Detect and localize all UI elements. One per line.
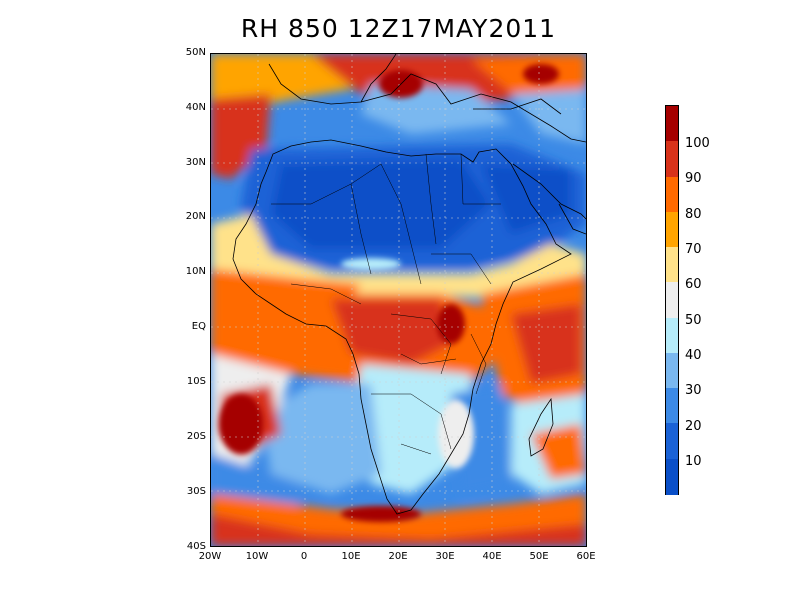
- lat-tick-label: 30N: [185, 157, 206, 168]
- colorbar-segment: [666, 211, 678, 248]
- country-borders: [271, 153, 501, 455]
- colorbar-segment: [666, 388, 678, 425]
- coastlines: [232, 54, 586, 515]
- lon-tick-label: 60E: [576, 551, 596, 562]
- colorbar-label: 20: [685, 419, 702, 434]
- lat-tick-label: 30S: [186, 486, 206, 497]
- lat-tick-label: 40N: [185, 102, 206, 113]
- colorbar-label: 80: [685, 207, 702, 222]
- colorbar-label: 70: [685, 242, 702, 257]
- lat-tick-label: 10N: [185, 266, 206, 277]
- lat-tick-label: 20N: [185, 211, 206, 222]
- colorbar-label: 10: [685, 454, 702, 469]
- colorbar-segment: [666, 141, 678, 178]
- grid-lines: [211, 54, 586, 546]
- colorbar-segment: [666, 106, 678, 142]
- lon-tick-label: 20W: [198, 551, 222, 562]
- colorbar-segment: [666, 352, 678, 389]
- lon-tick-label: 30E: [435, 551, 455, 562]
- colorbar-label: 40: [685, 348, 702, 363]
- colorbar-label: 90: [685, 171, 702, 186]
- rh-field-detail: [219, 64, 559, 522]
- colorbar-segment: [666, 458, 678, 495]
- lat-tick-label: 50N: [185, 47, 206, 58]
- lon-tick-label: 10E: [341, 551, 361, 562]
- rh-field: [211, 54, 586, 546]
- rh-map: [210, 53, 587, 547]
- colorbar-label: 50: [685, 313, 702, 328]
- colorbar-label: 30: [685, 383, 702, 398]
- chart-title: RH 850 12Z17MAY2011: [240, 14, 557, 43]
- lon-tick-label: 10W: [245, 551, 269, 562]
- colorbar-label: 60: [685, 277, 702, 292]
- lat-tick-label: 10S: [186, 376, 206, 387]
- lat-tick-label: 40S: [186, 541, 206, 552]
- colorbar-label: 100: [685, 136, 710, 151]
- lon-tick-label: 50E: [529, 551, 549, 562]
- lon-tick-label: 0: [300, 551, 308, 562]
- lat-tick-label: EQ: [191, 321, 206, 332]
- colorbar-segment: [666, 317, 678, 354]
- lon-tick-label: 40E: [482, 551, 502, 562]
- colorbar: [665, 105, 679, 495]
- colorbar-segment: [666, 247, 678, 284]
- colorbar-segment: [666, 282, 678, 319]
- lat-tick-label: 20S: [186, 431, 206, 442]
- colorbar-segment: [666, 176, 678, 213]
- colorbar-segment: [666, 423, 678, 460]
- lon-tick-label: 20E: [388, 551, 408, 562]
